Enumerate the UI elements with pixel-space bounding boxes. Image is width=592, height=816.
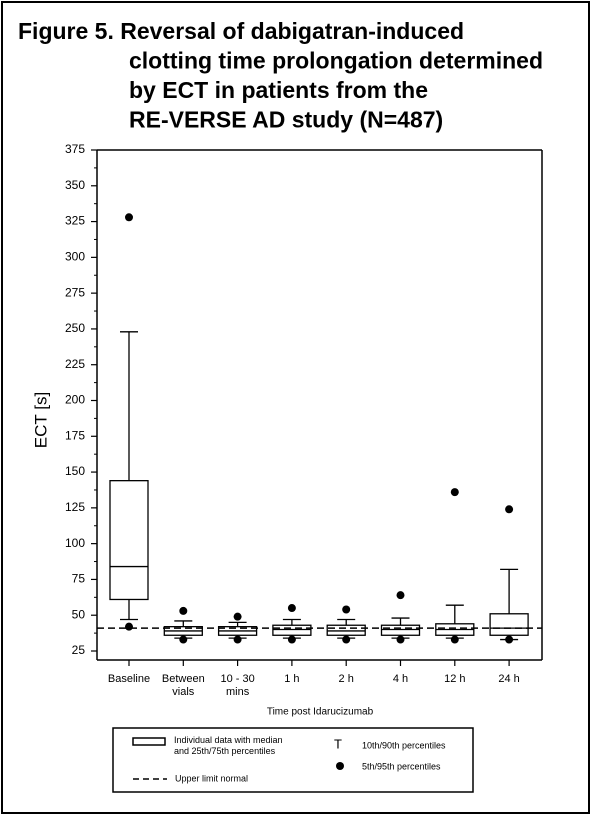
outlier [125,622,133,631]
x-tick-label: 24 h [498,673,519,685]
x-tick-label: 1 h [284,673,299,685]
y-tick-label: 350 [65,178,85,192]
outlier [450,488,459,497]
chart-title: Figure 5. Reversal of dabigatran-induced [18,18,464,44]
y-tick-label: 200 [65,393,85,407]
legend-reference: Upper limit normal [175,773,248,783]
y-tick-label: 300 [65,250,85,264]
legend-whisker: 10th/90th percentiles [362,740,446,750]
x-axis-label: Time post Idarucizumab [267,707,374,718]
box [272,624,312,636]
chart-title: clotting time prolongation determined [129,48,543,74]
y-tick-label: 375 [65,142,85,156]
legend-frame [112,727,474,793]
legend-outlier: 5th/95th percentiles [362,761,441,771]
y-tick-label: 75 [72,572,86,586]
outlier [396,591,405,600]
y-tick-label: 275 [65,285,85,299]
y-tick-label: 150 [65,464,85,478]
outlier [505,505,514,514]
box [326,624,366,636]
outlier [342,635,351,644]
y-axis-label: ECT [s] [31,392,50,448]
y-tick-label: 225 [65,357,85,371]
outlier [179,635,188,644]
outlier [233,635,242,644]
x-tick-label: 10 - 30 mins [220,673,254,698]
box [109,480,149,601]
outlier [450,635,459,644]
box [489,613,529,636]
y-tick-label: 50 [72,607,86,621]
outlier [233,612,242,621]
legend-dot-symbol [336,762,344,770]
outlier [179,606,188,615]
y-tick-label: 125 [65,500,85,514]
outlier [287,635,296,644]
y-tick-label: 250 [65,321,85,335]
chart-title: by ECT in patients from the [129,77,428,103]
y-tick-label: 25 [72,643,86,657]
legend-box-symbol [132,737,166,746]
chart-title: RE-VERSE AD study (N=487) [129,107,443,133]
box [380,624,421,636]
outlier [342,605,351,614]
outlier [287,604,296,613]
legend-whisker-symbol: T [334,736,342,751]
x-tick-label: 12 h [444,673,465,685]
outlier [125,213,133,222]
legend-box: Individual data with median and 25th/75th… [174,735,283,756]
y-tick-label: 325 [65,214,85,228]
x-tick-label: Between vials [162,673,205,698]
outlier [505,635,514,644]
y-tick-label: 100 [65,536,85,550]
x-tick-label: 4 h [393,673,408,685]
x-tick-label: 2 h [339,673,354,685]
outlier [396,635,405,644]
y-tick-label: 175 [65,428,85,442]
x-tick-label: Baseline [108,673,150,685]
